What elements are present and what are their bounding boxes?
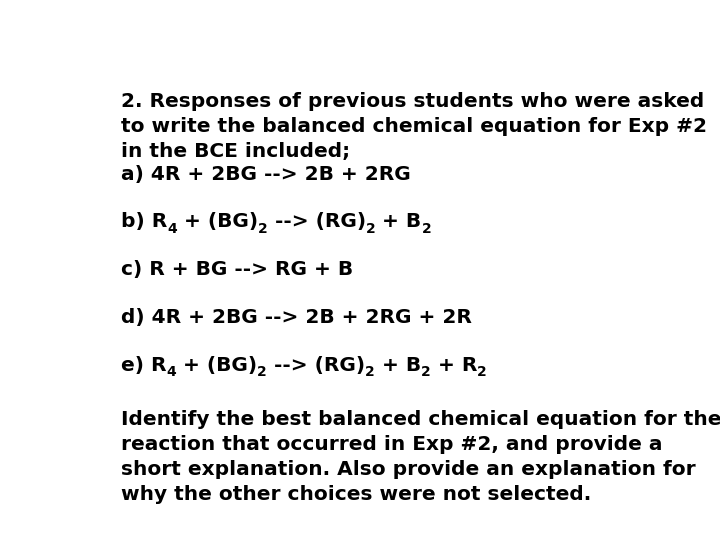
Text: 2: 2 [422, 221, 431, 235]
Text: --> (RG): --> (RG) [267, 356, 365, 375]
Text: 2: 2 [258, 221, 268, 235]
Text: + (BG): + (BG) [176, 356, 257, 375]
Text: 2: 2 [420, 365, 431, 379]
Text: Identify the best balanced chemical equation for the
reaction that occurred in E: Identify the best balanced chemical equa… [121, 410, 720, 504]
Text: d) 4R + 2BG --> 2B + 2RG + 2R: d) 4R + 2BG --> 2B + 2RG + 2R [121, 308, 472, 327]
Text: + R: + R [431, 356, 477, 375]
Text: 2. Responses of previous students who were asked
to write the balanced chemical : 2. Responses of previous students who we… [121, 92, 707, 161]
Text: + B: + B [375, 212, 422, 232]
Text: 4: 4 [166, 365, 176, 379]
Text: 2: 2 [477, 365, 487, 379]
Text: + B: + B [374, 356, 420, 375]
Text: b) R: b) R [121, 212, 167, 232]
Text: 2: 2 [366, 221, 375, 235]
Text: c) R + BG --> RG + B: c) R + BG --> RG + B [121, 260, 353, 279]
Text: 2: 2 [257, 365, 267, 379]
Text: e) R: e) R [121, 356, 166, 375]
Text: 4: 4 [167, 221, 176, 235]
Text: 2: 2 [365, 365, 374, 379]
Text: + (BG): + (BG) [176, 212, 258, 232]
Text: --> (RG): --> (RG) [268, 212, 366, 232]
Text: a) 4R + 2BG --> 2B + 2RG: a) 4R + 2BG --> 2B + 2RG [121, 165, 410, 184]
